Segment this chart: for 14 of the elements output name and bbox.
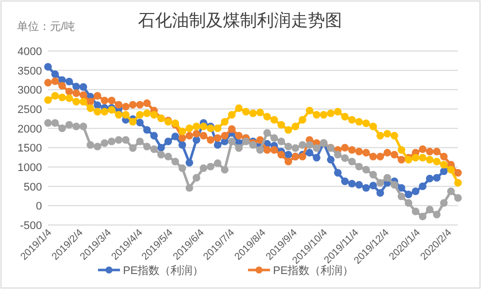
y-tick-label: 4000	[18, 46, 42, 58]
legend-label: PE指数（利润）	[123, 264, 204, 277]
y-tick-label: 2500	[18, 104, 42, 116]
y-tick-label: 3500	[18, 65, 42, 78]
chart-title: 石化油制及煤制利润走势图	[138, 11, 342, 30]
y-tick-label: 3000	[18, 84, 42, 97]
y-tick-label: 0	[36, 200, 42, 213]
y-tick-label: 500	[24, 181, 42, 194]
y-tick-label: 1000	[18, 162, 42, 174]
y-tick-label: 1500	[18, 142, 42, 155]
y-tick-label: -500	[20, 220, 42, 232]
legend-label: PE指数（利润）	[273, 264, 354, 277]
text: 单位：元/吨	[17, 20, 76, 33]
y-tick-label: 2000	[18, 123, 42, 136]
